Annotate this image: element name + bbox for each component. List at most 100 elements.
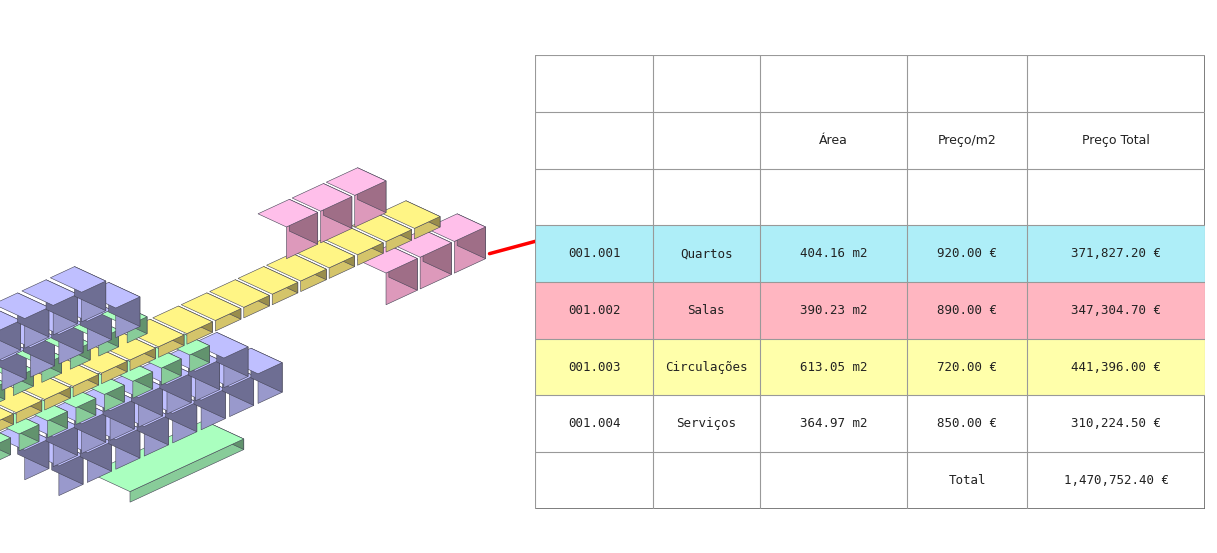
Polygon shape (82, 281, 106, 322)
Polygon shape (107, 360, 153, 381)
Polygon shape (0, 398, 13, 425)
Polygon shape (103, 385, 134, 429)
Polygon shape (127, 360, 153, 389)
Polygon shape (352, 214, 411, 242)
Text: 404.16 m2: 404.16 m2 (800, 247, 867, 260)
Text: 371,827.20 €: 371,827.20 € (1071, 247, 1161, 260)
Polygon shape (292, 253, 326, 280)
Polygon shape (239, 267, 298, 294)
Polygon shape (164, 334, 209, 355)
Text: 001.004: 001.004 (568, 417, 621, 430)
Polygon shape (39, 359, 99, 387)
Polygon shape (329, 256, 354, 279)
Polygon shape (153, 306, 213, 333)
Polygon shape (0, 438, 11, 464)
Polygon shape (196, 360, 219, 401)
Polygon shape (173, 402, 197, 443)
Polygon shape (0, 426, 11, 455)
Polygon shape (41, 400, 67, 429)
Polygon shape (324, 184, 352, 228)
Polygon shape (320, 197, 352, 243)
Polygon shape (354, 181, 386, 227)
Polygon shape (135, 347, 181, 368)
Text: 920.00 €: 920.00 € (937, 247, 997, 260)
Polygon shape (386, 259, 417, 305)
Text: 441,396.00 €: 441,396.00 € (1071, 361, 1161, 374)
Polygon shape (406, 201, 441, 227)
Polygon shape (420, 243, 452, 289)
Polygon shape (217, 332, 248, 377)
Polygon shape (24, 439, 49, 480)
Polygon shape (251, 348, 282, 392)
Polygon shape (116, 297, 140, 338)
Text: 001.002: 001.002 (568, 304, 621, 317)
Polygon shape (58, 455, 83, 495)
Text: 850.00 €: 850.00 € (937, 417, 997, 430)
Polygon shape (122, 332, 156, 359)
Polygon shape (320, 240, 354, 267)
Polygon shape (184, 334, 209, 363)
Polygon shape (71, 343, 90, 369)
Polygon shape (108, 414, 140, 458)
Polygon shape (108, 283, 140, 326)
Polygon shape (74, 398, 106, 442)
Polygon shape (0, 385, 41, 413)
Bar (535, 226, 1205, 282)
Polygon shape (37, 345, 62, 373)
Polygon shape (0, 306, 21, 350)
Polygon shape (223, 361, 253, 405)
Polygon shape (141, 388, 197, 413)
Polygon shape (139, 387, 163, 427)
Polygon shape (0, 322, 55, 347)
Polygon shape (52, 309, 83, 353)
Polygon shape (105, 385, 124, 411)
Polygon shape (96, 332, 156, 360)
Polygon shape (75, 398, 96, 425)
Polygon shape (88, 442, 112, 482)
Polygon shape (116, 429, 140, 469)
Polygon shape (50, 387, 96, 408)
Polygon shape (150, 319, 184, 346)
Polygon shape (164, 346, 219, 371)
Polygon shape (301, 269, 326, 291)
Polygon shape (0, 371, 5, 399)
Polygon shape (426, 214, 486, 242)
Polygon shape (79, 373, 124, 394)
Polygon shape (166, 388, 197, 432)
Polygon shape (415, 217, 441, 239)
Polygon shape (326, 168, 386, 195)
Polygon shape (7, 385, 41, 411)
Polygon shape (192, 332, 248, 358)
Polygon shape (22, 280, 78, 305)
Polygon shape (80, 295, 112, 340)
Polygon shape (28, 440, 83, 466)
Polygon shape (130, 348, 156, 371)
Polygon shape (194, 374, 225, 419)
Polygon shape (90, 420, 243, 492)
Polygon shape (41, 356, 62, 383)
Polygon shape (58, 323, 83, 364)
Polygon shape (122, 305, 147, 333)
Polygon shape (156, 347, 181, 376)
Text: Área: Área (819, 134, 848, 147)
Polygon shape (88, 310, 112, 351)
Polygon shape (11, 372, 71, 399)
Polygon shape (28, 309, 83, 335)
Polygon shape (30, 336, 55, 377)
Text: 310,224.50 €: 310,224.50 € (1071, 417, 1161, 430)
Text: Preço/m2: Preço/m2 (938, 134, 997, 147)
Polygon shape (389, 246, 417, 290)
Polygon shape (127, 317, 147, 343)
Text: 890.00 €: 890.00 € (937, 304, 997, 317)
Polygon shape (215, 309, 241, 331)
Text: 001.003: 001.003 (568, 361, 621, 374)
Polygon shape (386, 229, 411, 252)
Polygon shape (131, 372, 163, 416)
Polygon shape (0, 398, 13, 426)
Polygon shape (295, 240, 354, 268)
Polygon shape (113, 401, 168, 426)
Polygon shape (46, 280, 78, 324)
Text: Circulações: Circulações (664, 361, 747, 374)
FancyBboxPatch shape (535, 55, 1205, 509)
Polygon shape (130, 439, 243, 502)
